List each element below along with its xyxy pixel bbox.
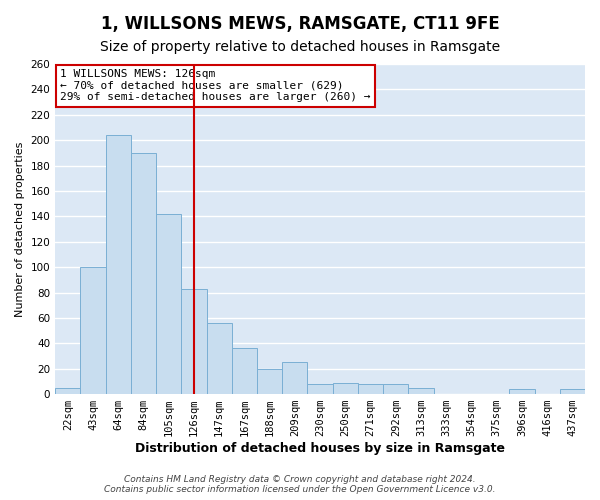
Bar: [358, 384, 383, 394]
Bar: [156, 214, 181, 394]
X-axis label: Distribution of detached houses by size in Ramsgate: Distribution of detached houses by size …: [135, 442, 505, 455]
Bar: [257, 368, 282, 394]
Bar: [509, 389, 535, 394]
Text: Size of property relative to detached houses in Ramsgate: Size of property relative to detached ho…: [100, 40, 500, 54]
Bar: [282, 362, 307, 394]
Text: Contains HM Land Registry data © Crown copyright and database right 2024.
Contai: Contains HM Land Registry data © Crown c…: [104, 474, 496, 494]
Text: 1, WILLSONS MEWS, RAMSGATE, CT11 9FE: 1, WILLSONS MEWS, RAMSGATE, CT11 9FE: [101, 15, 499, 33]
Bar: [332, 382, 358, 394]
Bar: [232, 348, 257, 394]
Bar: [560, 389, 585, 394]
Bar: [383, 384, 409, 394]
Bar: [206, 323, 232, 394]
Y-axis label: Number of detached properties: Number of detached properties: [15, 142, 25, 316]
Text: 1 WILLSONS MEWS: 126sqm
← 70% of detached houses are smaller (629)
29% of semi-d: 1 WILLSONS MEWS: 126sqm ← 70% of detache…: [61, 69, 371, 102]
Bar: [80, 267, 106, 394]
Bar: [131, 153, 156, 394]
Bar: [106, 135, 131, 394]
Bar: [55, 388, 80, 394]
Bar: [409, 388, 434, 394]
Bar: [307, 384, 332, 394]
Bar: [181, 288, 206, 394]
